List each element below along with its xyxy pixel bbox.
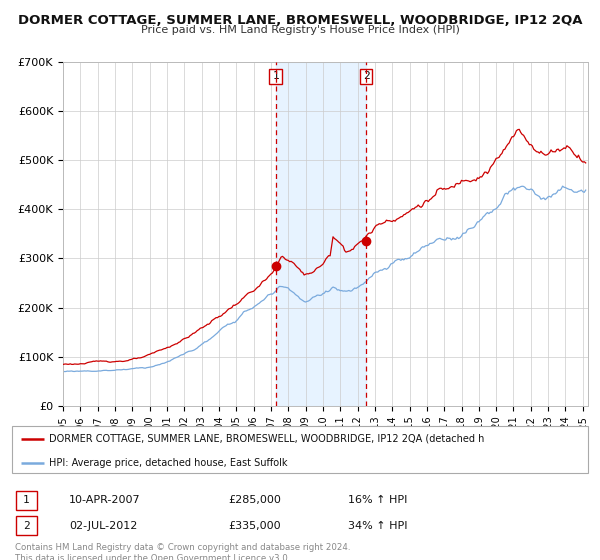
Text: 02-JUL-2012: 02-JUL-2012 xyxy=(69,521,137,531)
Text: 2: 2 xyxy=(363,71,370,81)
FancyBboxPatch shape xyxy=(16,516,37,535)
Text: DORMER COTTAGE, SUMMER LANE, BROMESWELL, WOODBRIDGE, IP12 2QA: DORMER COTTAGE, SUMMER LANE, BROMESWELL,… xyxy=(18,14,582,27)
Text: £285,000: £285,000 xyxy=(228,495,281,505)
Text: £335,000: £335,000 xyxy=(228,521,281,531)
Text: HPI: Average price, detached house, East Suffolk: HPI: Average price, detached house, East… xyxy=(49,458,288,468)
Text: 2: 2 xyxy=(23,521,30,531)
FancyBboxPatch shape xyxy=(16,491,37,510)
Text: Price paid vs. HM Land Registry's House Price Index (HPI): Price paid vs. HM Land Registry's House … xyxy=(140,25,460,35)
Text: 34% ↑ HPI: 34% ↑ HPI xyxy=(348,521,407,531)
Bar xyxy=(275,62,366,406)
Text: 1: 1 xyxy=(23,495,30,505)
FancyBboxPatch shape xyxy=(12,426,588,473)
Text: 10-APR-2007: 10-APR-2007 xyxy=(69,495,140,505)
Text: Contains HM Land Registry data © Crown copyright and database right 2024.
This d: Contains HM Land Registry data © Crown c… xyxy=(15,543,350,560)
Text: DORMER COTTAGE, SUMMER LANE, BROMESWELL, WOODBRIDGE, IP12 2QA (detached h: DORMER COTTAGE, SUMMER LANE, BROMESWELL,… xyxy=(49,434,485,444)
Text: 16% ↑ HPI: 16% ↑ HPI xyxy=(348,495,407,505)
Text: 1: 1 xyxy=(272,71,279,81)
